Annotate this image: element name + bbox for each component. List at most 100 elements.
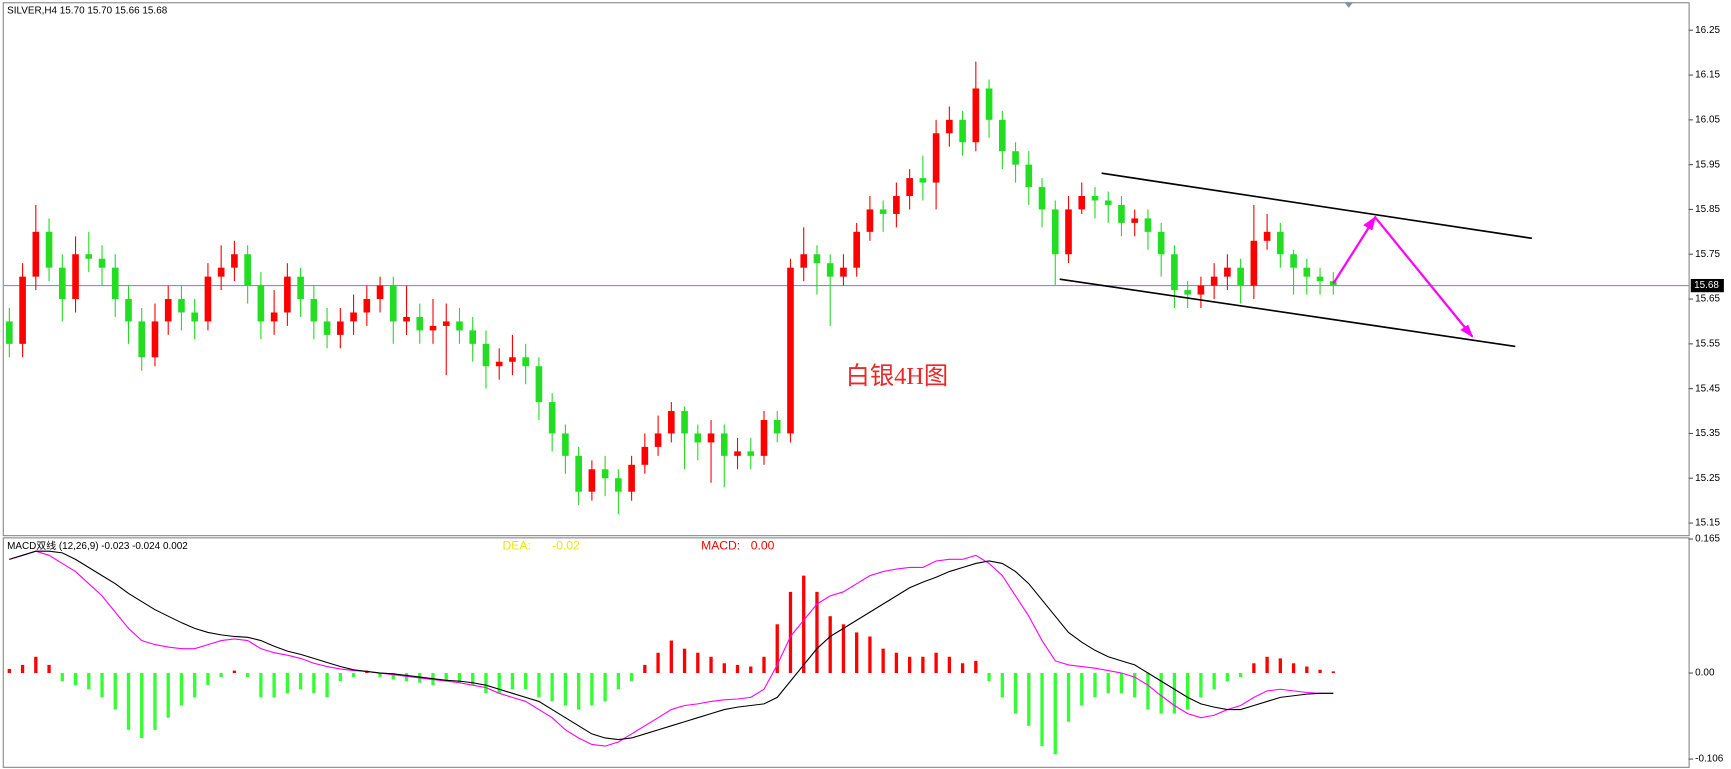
candle-body (270, 312, 278, 322)
candle-body (879, 209, 887, 214)
candle-body (337, 321, 344, 335)
candle-body (257, 285, 265, 322)
candle-body (442, 321, 450, 326)
candle-body (628, 464, 635, 492)
y-tick-label: 16.15 (1695, 70, 1720, 81)
candle-body (1144, 218, 1152, 232)
candle-body (1131, 218, 1139, 223)
readout-value: -0.02 (552, 538, 580, 552)
candle-body (1012, 151, 1019, 165)
y-tick-label: -0.106 (1695, 754, 1724, 765)
candle-body (932, 133, 940, 183)
candle-body (178, 299, 185, 313)
readout-value: 0.00 (751, 538, 775, 552)
candle-body (350, 312, 357, 322)
candle-body (959, 119, 966, 143)
main-frame (2, 2, 1690, 537)
candle-body (773, 420, 781, 434)
y-tick-label: 15.35 (1695, 428, 1720, 439)
candle-body (310, 299, 318, 322)
annotation: 白银4H图 (846, 363, 948, 390)
arrow-heads (1363, 216, 1474, 338)
macd-title: MACD双线 (12,26,9) -0.023 -0.024 0.002 (7, 539, 188, 552)
candle-body (946, 119, 953, 134)
candle-body (787, 267, 794, 434)
y-tick-label: 16.05 (1695, 114, 1720, 125)
candle-body (1078, 195, 1086, 210)
candle-body (297, 276, 304, 300)
y-tick-label: 0.00 (1695, 668, 1715, 679)
candle-body (919, 178, 927, 183)
candle-body (1250, 240, 1258, 286)
candle-body (575, 455, 582, 492)
candle-body (1118, 204, 1125, 223)
candle-body (72, 254, 79, 300)
candle-body (125, 299, 132, 322)
candle-body (111, 267, 119, 300)
candle-body (535, 366, 543, 403)
candle-body (694, 433, 702, 443)
y-tick-label: 15.45 (1695, 383, 1720, 394)
candle-body (720, 433, 728, 456)
candle-body (522, 357, 529, 367)
candle-body (1303, 267, 1311, 277)
candle-body (323, 321, 331, 335)
candle-body (376, 285, 384, 300)
candle-body (429, 325, 437, 331)
candle-body (813, 254, 821, 264)
scroll-marker (1344, 2, 1354, 8)
candle-body (1263, 231, 1271, 241)
y-tick-label: 15.55 (1695, 338, 1720, 349)
candle-body (866, 209, 874, 232)
candle-body (1197, 285, 1205, 295)
candle-body (6, 321, 13, 344)
candle-body (760, 420, 768, 456)
candle-body (85, 254, 93, 259)
candle-body (495, 361, 503, 367)
macd-line (9, 550, 1334, 747)
candle-body (284, 276, 291, 313)
candle-body (151, 321, 159, 358)
candle-body (853, 231, 860, 268)
candle-body (1157, 231, 1165, 255)
y-tick-label: 15.85 (1695, 204, 1720, 215)
candle-body (562, 433, 569, 456)
candle-body (1104, 200, 1112, 205)
y-tick-label: 15.75 (1695, 249, 1720, 260)
y-tick-label: 15.15 (1695, 518, 1720, 529)
current-price-box (1690, 278, 1724, 293)
candle-body (456, 321, 463, 331)
candle-body (416, 316, 424, 331)
candle-body (363, 299, 371, 313)
candle-body (389, 285, 397, 322)
candle-body (840, 267, 847, 277)
y-tick-label: 15.25 (1695, 473, 1720, 484)
candle-body (469, 330, 477, 344)
candle-body (615, 478, 622, 492)
candle-body (98, 258, 106, 268)
candle-body (893, 195, 900, 214)
candle-body (1224, 267, 1231, 277)
main-panel: 16.25 16.15 16.05 15.95 15.85 15.75 15.65 15.55… (3, 25, 1724, 529)
candle-body (800, 254, 808, 268)
candle-body (1316, 276, 1324, 282)
candle-body (1277, 231, 1284, 255)
candle-body (1171, 254, 1178, 291)
y-tick-label: 0.165 (1695, 534, 1720, 545)
candle-body (45, 231, 53, 268)
channel-lower (1059, 278, 1516, 348)
candle-body (509, 357, 516, 362)
y-tick-label: 15.65 (1695, 294, 1720, 305)
candle-body (164, 299, 172, 322)
candle-body (1184, 290, 1191, 295)
current-price-label: 15.68 (1694, 280, 1719, 291)
candle-body (191, 312, 199, 322)
candle-body (826, 263, 834, 277)
candle-body (204, 276, 212, 322)
candle-body (231, 254, 238, 268)
candle-body (1038, 187, 1046, 210)
macd-panel: 0.165 0.00 -0.106 DEA: -0.02 MACD: 0.00 (7, 534, 1724, 765)
